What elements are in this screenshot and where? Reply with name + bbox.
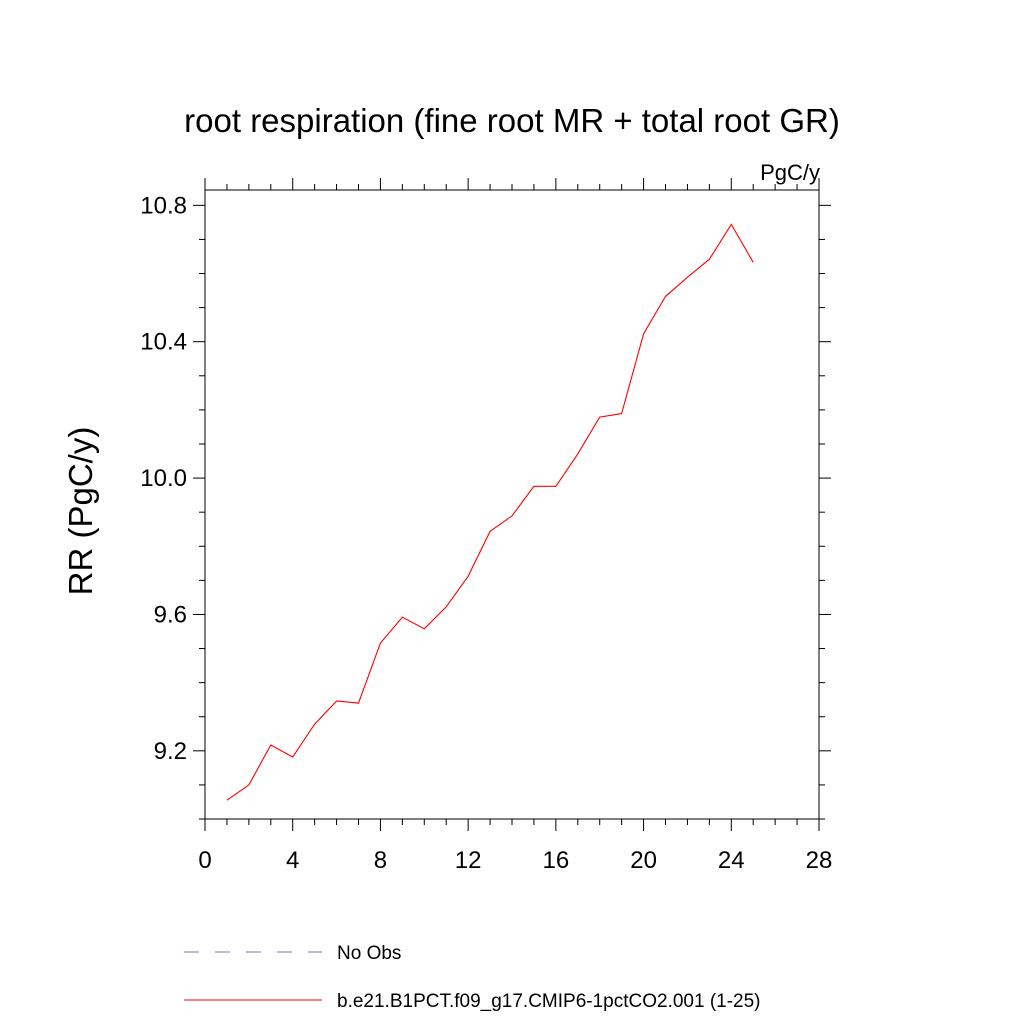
x-tick-label: 12 <box>455 847 482 874</box>
y-axis-label: RR (PgC/y) <box>62 427 99 596</box>
legend-label: No Obs <box>337 943 401 964</box>
y-tick-label: 10.4 <box>140 329 187 356</box>
x-tick-label: 4 <box>286 847 299 874</box>
x-tick-label: 28 <box>806 847 833 874</box>
series-line <box>226 223 754 801</box>
axis-tick-labels: 0 4 8 12 16 20 24 28 9.2 9.6 10.0 10.4 10.8 <box>140 192 832 874</box>
y-tick-label: 9.2 <box>154 738 187 765</box>
series-lines <box>226 223 754 801</box>
y-tick-label: 10.0 <box>140 465 187 492</box>
x-tick-label: 16 <box>543 847 570 874</box>
chart-title: root respiration (fine root MR + total r… <box>184 102 840 139</box>
legend-label: b.e21.B1PCT.f09_g17.CMIP6-1pctCO2.001 (1… <box>337 991 761 1012</box>
axis-ticks <box>193 178 831 831</box>
legend: No Obs b.e21.B1PCT.f09_g17.CMIP6-1pctCO2.… <box>184 943 761 1012</box>
x-tick-label: 0 <box>198 847 211 874</box>
y-tick-label: 9.6 <box>154 601 187 628</box>
units-label: PgC/y <box>760 160 820 185</box>
plot-border <box>204 189 820 820</box>
y-tick-label: 10.8 <box>140 192 187 219</box>
x-tick-label: 8 <box>374 847 387 874</box>
x-tick-label: 24 <box>718 847 745 874</box>
plot-frame <box>204 189 820 820</box>
x-tick-label: 20 <box>630 847 657 874</box>
